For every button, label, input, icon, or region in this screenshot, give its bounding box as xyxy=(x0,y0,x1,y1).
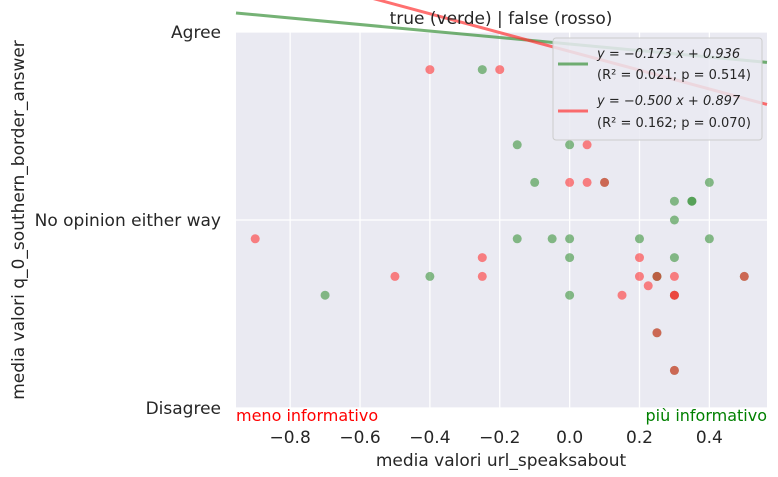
data-point-1 xyxy=(565,177,575,187)
data-points xyxy=(250,65,749,375)
legend-stats-red: (R² = 0.162; p = 0.070) xyxy=(597,116,751,131)
y-tick-label: Disagree xyxy=(146,399,221,419)
data-point-0 xyxy=(669,253,679,263)
y-tick-label: No opinion either way xyxy=(35,211,221,231)
data-point-1 xyxy=(425,65,435,75)
x-tick-label: 0.0 xyxy=(556,428,583,448)
data-point-1 xyxy=(477,253,487,263)
corner-label-right: più informativo xyxy=(646,406,768,425)
data-point-1 xyxy=(582,177,592,187)
data-point-0 xyxy=(547,234,557,244)
x-tick-label: −0.8 xyxy=(270,428,311,448)
data-point-1 xyxy=(634,253,644,263)
data-point-1 xyxy=(669,365,679,375)
x-tick-label: 0.4 xyxy=(696,428,723,448)
x-tick-label: −0.2 xyxy=(479,428,520,448)
data-point-0 xyxy=(669,196,679,206)
data-point-0 xyxy=(565,234,575,244)
data-point-0 xyxy=(477,65,487,75)
data-point-1 xyxy=(634,271,644,281)
y-axis-label: media valori q_0_southern_border_answer xyxy=(9,40,29,400)
data-point-1 xyxy=(652,328,662,338)
x-tick-labels: −0.8 −0.6 −0.4 −0.2 0.0 0.2 0.4 xyxy=(270,428,723,448)
data-point-0 xyxy=(530,177,540,187)
data-point-0 xyxy=(512,234,522,244)
legend-stats-green: (R² = 0.021; p = 0.514) xyxy=(597,68,751,83)
data-point-1 xyxy=(582,140,592,150)
data-point-1 xyxy=(739,271,749,281)
chart-title: true (verde) | false (rosso) xyxy=(390,9,613,29)
data-point-1 xyxy=(669,290,679,300)
data-point-1 xyxy=(250,234,260,244)
data-point-0 xyxy=(320,290,330,300)
data-point-1 xyxy=(600,177,610,187)
data-point-0 xyxy=(565,290,575,300)
data-point-0 xyxy=(687,196,697,206)
data-point-1 xyxy=(617,290,627,300)
data-point-1 xyxy=(390,271,400,281)
y-tick-label: Agree xyxy=(171,23,221,43)
x-tick-label: −0.6 xyxy=(339,428,380,448)
data-point-0 xyxy=(512,140,522,150)
legend: y = −0.173 x + 0.936 (R² = 0.021; p = 0.… xyxy=(552,37,763,141)
data-point-1 xyxy=(669,271,679,281)
corner-label-left: meno informativo xyxy=(236,406,378,425)
legend-equation-red: y = −0.500 x + 0.897 xyxy=(596,94,741,109)
data-point-0 xyxy=(425,271,435,281)
y-tick-labels: Disagree No opinion either way Agree xyxy=(35,23,221,419)
data-point-0 xyxy=(704,177,714,187)
legend-equation-green: y = −0.173 x + 0.936 xyxy=(596,47,740,62)
x-tick-label: −0.4 xyxy=(409,428,450,448)
data-point-1 xyxy=(643,281,653,291)
data-point-1 xyxy=(495,65,505,75)
x-axis-label: media valori url_speaksabout xyxy=(376,451,627,471)
data-point-0 xyxy=(565,140,575,150)
data-point-1 xyxy=(652,271,662,281)
x-tick-label: 0.2 xyxy=(626,428,653,448)
data-point-0 xyxy=(634,234,644,244)
data-point-1 xyxy=(477,271,487,281)
data-point-0 xyxy=(565,253,575,263)
data-point-0 xyxy=(704,234,714,244)
data-point-0 xyxy=(669,215,679,225)
legend-frame xyxy=(552,37,763,141)
